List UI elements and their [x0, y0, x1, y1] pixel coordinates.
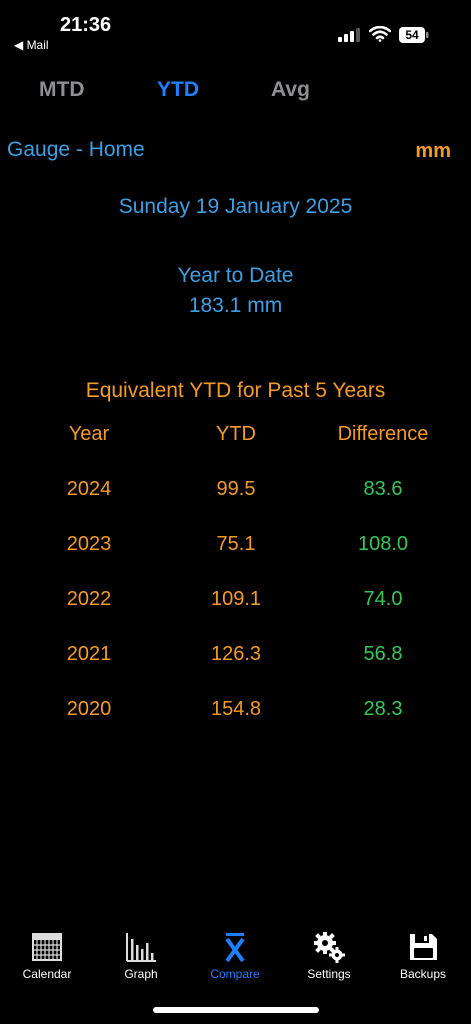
battery-level: 54: [405, 28, 419, 42]
row-year: 2022: [66, 588, 112, 610]
tab-label: Compare: [210, 967, 260, 981]
row-difference: 74.0: [363, 588, 403, 610]
back-to-mail-link[interactable]: ◀ Mail: [14, 38, 49, 52]
header-ytd: YTD: [216, 423, 256, 445]
header-year: Year: [68, 423, 110, 445]
floppy-disk-icon: [410, 934, 437, 960]
tab-settings[interactable]: Settings: [282, 925, 376, 981]
row-ytd: 75.1: [216, 533, 256, 555]
table-row: 2021 126.3 56.8: [0, 643, 471, 673]
row-ytd: 99.5: [216, 478, 256, 500]
ytd-label: Year to Date: [177, 264, 294, 287]
row-year: 2021: [66, 643, 112, 665]
tab-backups[interactable]: Backups: [376, 925, 470, 981]
status-time: 21:36: [60, 14, 112, 36]
table-row: 2024 99.5 83.6: [0, 478, 471, 508]
bottom-tab-bar: Calendar Graph Compare: [0, 925, 471, 995]
current-date: Sunday 19 January 2025: [118, 195, 353, 218]
wifi-icon: [369, 26, 391, 42]
calendar-icon: [32, 933, 62, 961]
row-difference: 28.3: [363, 698, 403, 720]
table-row: 2020 154.8 28.3: [0, 698, 471, 728]
tab-calendar[interactable]: Calendar: [0, 925, 94, 981]
tab-compare[interactable]: Compare: [188, 925, 282, 981]
units-toggle[interactable]: mm: [415, 140, 451, 162]
row-ytd: 109.1: [210, 588, 262, 610]
comparison-title: Equivalent YTD for Past 5 Years: [85, 379, 386, 402]
tab-mtd[interactable]: MTD: [39, 78, 85, 101]
cellular-signal-icon: [338, 28, 360, 42]
bar-graph-icon: [126, 933, 156, 962]
x-bar-icon: [225, 933, 245, 963]
header-difference: Difference: [337, 423, 429, 445]
gears-icon: [314, 932, 345, 963]
tab-label: Backups: [399, 967, 447, 981]
row-difference: 83.6: [363, 478, 403, 500]
row-difference: 56.8: [363, 643, 403, 665]
row-year: 2024: [66, 478, 112, 500]
ytd-value: 183.1 mm: [188, 294, 283, 317]
tab-label: Calendar: [22, 967, 72, 981]
gauge-selector[interactable]: Gauge - Home: [7, 138, 145, 161]
battery-icon: 54: [399, 27, 429, 43]
tab-graph[interactable]: Graph: [94, 925, 188, 981]
table-row: 2023 75.1 108.0: [0, 533, 471, 563]
tab-label: Graph: [124, 967, 158, 981]
home-indicator[interactable]: [153, 1007, 319, 1013]
row-ytd: 154.8: [210, 698, 262, 720]
table-row: 2022 109.1 74.0: [0, 588, 471, 618]
tab-label: Settings: [307, 967, 351, 981]
row-year: 2020: [66, 698, 112, 720]
row-ytd: 126.3: [210, 643, 262, 665]
tab-ytd[interactable]: YTD: [157, 78, 199, 101]
tab-avg[interactable]: Avg: [271, 78, 310, 101]
row-difference: 108.0: [357, 533, 409, 555]
row-year: 2023: [66, 533, 112, 555]
